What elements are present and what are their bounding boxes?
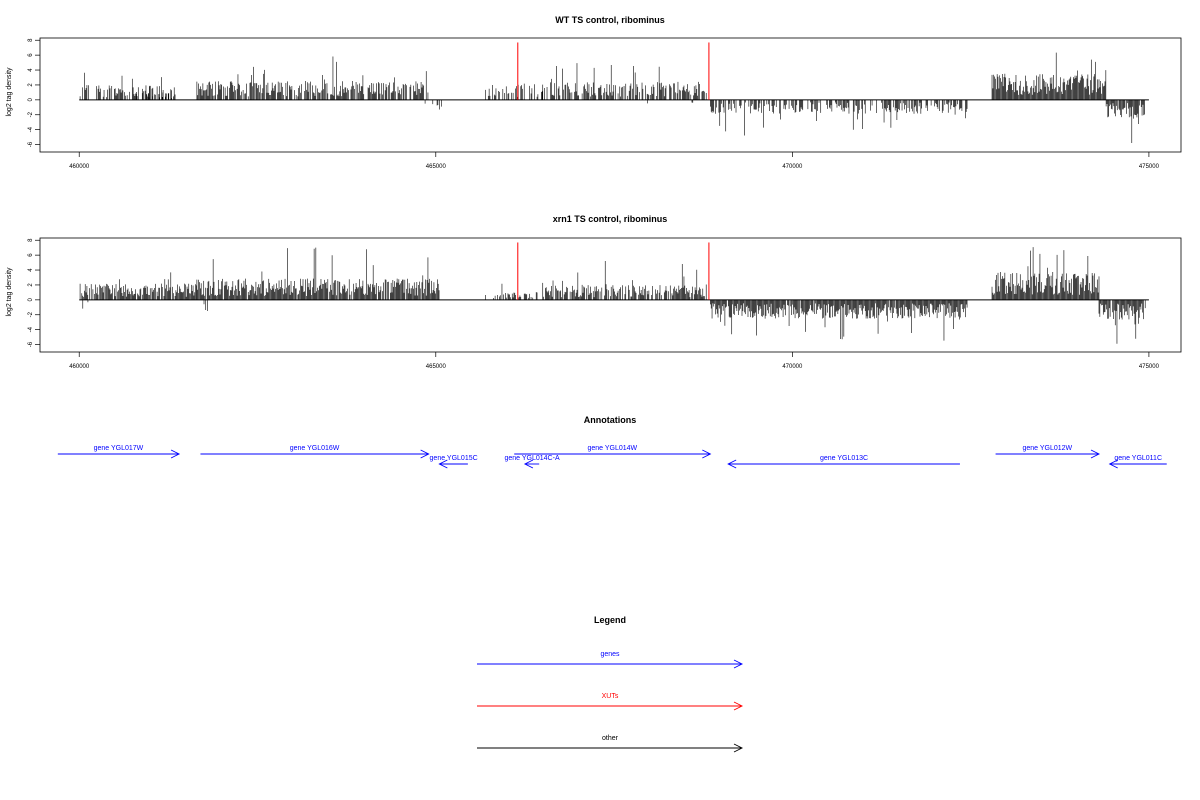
y-tick-label: 0 — [28, 98, 34, 102]
coverage-bars — [79, 52, 1149, 144]
y-axis-label: log2 tag density — [6, 267, 13, 317]
arrow-head — [733, 701, 744, 711]
arrow-head — [523, 459, 534, 469]
annotations-title: Annotations — [584, 415, 637, 425]
arrow-head — [733, 659, 744, 669]
y-axis-label: log2 tag density — [6, 67, 13, 117]
coverage-region-bars — [485, 283, 538, 300]
coverage-region-bars — [542, 63, 707, 100]
panel-title: xrn1 TS control, ribominus — [553, 214, 668, 224]
y-axis: 8 6 4 2 0 -2 -4 -6 — [28, 38, 40, 147]
arrow-head — [727, 459, 737, 469]
annotations-track: Annotations gene YGL017W gene YGL016Wgene… — [57, 415, 1167, 469]
coverage-region-bars — [424, 99, 442, 110]
coverage-region-bars — [991, 52, 1107, 100]
gene-annotation: gene YGL011C — [1108, 455, 1167, 469]
plot-frame — [39, 37, 1182, 153]
coverage-panel-wt: WT TS control, ribominus log2 tag densit… — [6, 15, 1182, 170]
x-axis: 460000 465000 470000 475000 — [69, 152, 1160, 170]
coverage-region-bars — [82, 299, 89, 309]
coverage-region-bars — [991, 247, 1100, 300]
coverage-region-bars — [710, 99, 968, 136]
gene-annotation: gene YGL015C — [430, 455, 478, 469]
coverage-region-bars — [1098, 299, 1146, 344]
x-tick-label: 465000 — [426, 364, 447, 370]
coverage-region-bars — [196, 247, 440, 300]
coverage-region-bars — [647, 99, 694, 104]
x-tick-label: 470000 — [782, 164, 803, 170]
y-tick-label: 2 — [28, 83, 34, 87]
y-axis: 8 6 4 2 0 -2 -4 -6 — [28, 238, 40, 347]
gene-annotation: gene YGL014W — [514, 445, 712, 459]
panel-title: WT TS control, ribominus — [555, 15, 665, 25]
plot-frame — [39, 237, 1182, 353]
y-tick-label: 8 — [28, 238, 34, 242]
arrow-head — [420, 449, 430, 459]
coverage-panel-xrn1: xrn1 TS control, ribominus log2 tag dens… — [6, 214, 1182, 370]
legend-item: genes — [477, 651, 744, 669]
y-tick-label: -2 — [28, 111, 34, 117]
arrow-head — [1108, 459, 1118, 469]
y-tick-label: 6 — [28, 253, 34, 257]
y-tick-label: -4 — [28, 126, 34, 132]
legend-items: genes XUTs other — [477, 651, 744, 753]
gene-label: gene YGL016W — [290, 445, 340, 452]
y-tick-label: 2 — [28, 283, 34, 287]
legend-label: XUTs — [602, 693, 619, 700]
x-axis: 460000 465000 470000 475000 — [69, 352, 1160, 370]
coverage-region-bars — [710, 299, 968, 341]
x-tick-label: 460000 — [69, 364, 90, 370]
gene-label: gene YGL011C — [1114, 455, 1162, 462]
gene-annotation: gene YGL017W — [57, 445, 181, 459]
gene-annotation: gene YGL013C — [727, 455, 960, 469]
y-tick-label: 0 — [28, 298, 34, 302]
arrow-head — [1090, 449, 1100, 459]
gene-label: gene YGL014W — [587, 445, 637, 452]
gene-annotations: gene YGL017W gene YGL016W gene YGL015C gene… — [57, 445, 1167, 469]
xut-markers — [517, 242, 710, 300]
gene-label: gene YGL013C — [820, 455, 868, 462]
gene-annotation: gene YGL012W — [995, 445, 1100, 459]
y-tick-label: 4 — [28, 68, 34, 72]
coverage-region-bars — [79, 272, 197, 300]
x-tick-label: 465000 — [426, 164, 447, 170]
xut-markers — [517, 42, 710, 100]
legend-item: XUTs — [477, 693, 744, 711]
legend-title: Legend — [594, 615, 626, 625]
arrow-head — [733, 743, 744, 753]
coverage-region-bars — [135, 86, 172, 100]
y-tick-label: -6 — [28, 341, 34, 347]
legend-label: other — [602, 735, 619, 742]
gene-label: gene YGL015C — [430, 455, 478, 462]
coverage-region-bars — [196, 56, 429, 100]
gene-label: gene YGL012W — [1022, 445, 1072, 452]
y-tick-label: -4 — [28, 326, 34, 332]
arrow-head — [170, 449, 181, 459]
legend-label: genes — [600, 651, 620, 658]
x-tick-label: 460000 — [69, 164, 90, 170]
coverage-region-bars — [542, 261, 707, 300]
coverage-region-bars — [485, 83, 543, 100]
coverage-region-bars — [79, 72, 176, 100]
legend-item: other — [477, 735, 744, 753]
legend: Legend genes XUTs other — [477, 615, 744, 753]
arrow-head — [438, 459, 448, 469]
coverage-bars — [79, 247, 1149, 344]
arrow-head — [702, 449, 712, 459]
y-tick-label: 8 — [28, 38, 34, 42]
gene-label: gene YGL017W — [94, 445, 144, 452]
x-tick-label: 475000 — [1139, 364, 1160, 370]
y-tick-label: 6 — [28, 53, 34, 57]
gene-label: gene YGL014C-A — [504, 455, 559, 462]
gene-annotation: gene YGL016W — [200, 445, 430, 459]
y-tick-label: 4 — [28, 268, 34, 272]
coverage-region-bars — [1105, 99, 1145, 144]
x-tick-label: 475000 — [1139, 164, 1160, 170]
y-tick-label: -6 — [28, 141, 34, 147]
coverage-region-bars — [203, 299, 208, 311]
x-tick-label: 470000 — [782, 364, 803, 370]
y-tick-label: -2 — [28, 311, 34, 317]
gene-annotation: gene YGL014C-A — [504, 455, 560, 469]
